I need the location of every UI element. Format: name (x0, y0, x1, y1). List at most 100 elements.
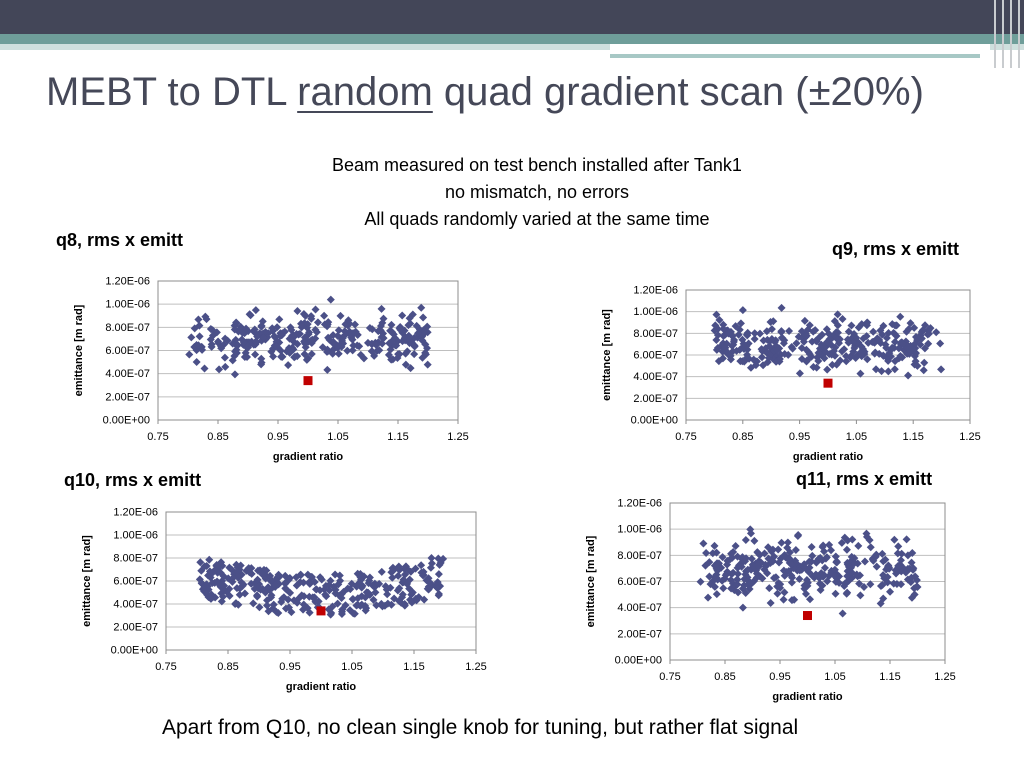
data-point (277, 597, 286, 606)
data-point (727, 549, 736, 558)
data-point (212, 328, 221, 337)
y-tick-label: 2.00E-07 (113, 622, 158, 634)
x-tick-label: 1.25 (447, 431, 468, 443)
data-point (324, 318, 333, 327)
data-point (427, 559, 436, 568)
data-point (359, 572, 368, 581)
data-point (747, 554, 756, 563)
data-point (375, 346, 384, 355)
data-point (717, 563, 726, 572)
data-point (767, 335, 776, 344)
y-axis-title: emittance [m rad] (585, 535, 597, 627)
data-point (785, 554, 794, 563)
data-point (326, 295, 335, 304)
data-point (746, 580, 755, 589)
data-point (797, 344, 806, 353)
data-point (734, 330, 743, 339)
y-tick-label: 2.00E-07 (105, 391, 150, 403)
data-point (320, 320, 329, 329)
data-point (217, 344, 226, 353)
data-point (816, 553, 825, 562)
x-axis-title: gradient ratio (772, 691, 843, 703)
data-point (789, 564, 798, 573)
x-tick-label: 1.15 (902, 431, 923, 443)
data-point (394, 571, 403, 580)
x-tick-label: 1.05 (846, 431, 867, 443)
data-point (891, 357, 900, 366)
data-point (831, 589, 840, 598)
data-point (293, 306, 302, 315)
data-point (847, 552, 856, 561)
data-point (722, 339, 731, 348)
data-point (408, 338, 417, 347)
header-stripe (0, 34, 1024, 44)
data-point (820, 563, 829, 572)
y-tick-label: 1.00E-06 (633, 306, 678, 318)
data-point (307, 349, 316, 358)
data-point (896, 556, 905, 565)
data-point (285, 348, 294, 357)
data-point (724, 329, 733, 338)
data-point (348, 346, 357, 355)
data-point (850, 559, 859, 568)
y-tick-label: 2.00E-07 (617, 628, 662, 640)
y-tick-label: 1.00E-06 (105, 299, 150, 311)
x-tick-label: 1.15 (387, 431, 408, 443)
data-point (788, 573, 797, 582)
data-point (820, 354, 829, 363)
x-tick-label: 0.75 (659, 671, 680, 683)
data-point (334, 349, 343, 358)
data-point (318, 343, 327, 352)
data-point (388, 355, 397, 364)
x-tick-label: 0.85 (217, 661, 238, 673)
data-point (718, 347, 727, 356)
data-point (813, 353, 822, 362)
y-axis-title: emittance [m rad] (73, 304, 85, 396)
data-point (356, 575, 365, 584)
data-point (779, 595, 788, 604)
data-point (705, 558, 714, 567)
data-point (696, 577, 705, 586)
x-tick-label: 0.75 (675, 431, 696, 443)
data-point (912, 582, 921, 591)
data-point (227, 565, 236, 574)
data-point (362, 604, 371, 613)
title-underlined-word: random (297, 70, 433, 114)
data-point (387, 600, 396, 609)
data-point (777, 538, 786, 547)
data-point (249, 599, 258, 608)
data-point (396, 325, 405, 334)
x-axis-title: gradient ratio (273, 451, 344, 463)
data-point (275, 315, 284, 324)
data-point (812, 363, 821, 372)
data-point (903, 575, 912, 584)
data-point (733, 575, 742, 584)
data-point (286, 588, 295, 597)
data-point (920, 344, 929, 353)
data-point (297, 319, 306, 328)
y-tick-label: 0.00E+00 (631, 415, 678, 427)
data-point (781, 553, 790, 562)
data-point (367, 347, 376, 356)
data-point (293, 598, 302, 607)
data-point (890, 365, 899, 374)
data-point (315, 586, 324, 595)
data-point (712, 335, 721, 344)
data-point (734, 588, 743, 597)
data-point (337, 610, 346, 619)
data-point (760, 549, 769, 558)
data-point (825, 540, 834, 549)
data-point (192, 358, 201, 367)
data-point (766, 318, 775, 327)
data-point (711, 321, 720, 330)
subtitle-line: no mismatch, no errors (444, 182, 630, 202)
data-point (347, 579, 356, 588)
chart-title-q9: q9, rms x emitt (832, 239, 960, 259)
data-point (869, 327, 878, 336)
data-point (871, 348, 880, 357)
data-point (225, 584, 234, 593)
data-point (787, 596, 796, 605)
data-point (795, 369, 804, 378)
data-point (417, 303, 426, 312)
data-point (439, 554, 448, 563)
